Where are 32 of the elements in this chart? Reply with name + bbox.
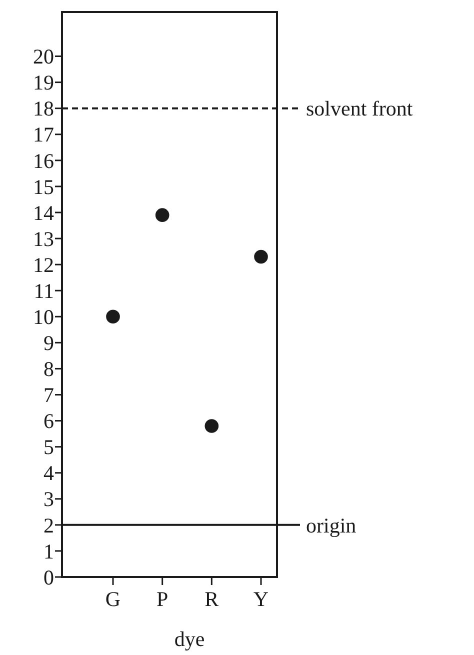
y-tick-label: 5 [44, 435, 54, 460]
y-tick-label: 19 [33, 70, 54, 95]
y-tick-label: 20 [33, 44, 54, 69]
y-tick-label: 2 [44, 513, 54, 538]
x-tick-label: G [105, 586, 121, 611]
y-tick-label: 1 [44, 539, 54, 564]
x-tick-label: Y [253, 586, 269, 611]
x-tick-label: P [156, 586, 168, 611]
y-tick-label: 17 [33, 122, 54, 147]
y-tick-label: 13 [33, 226, 54, 251]
point [106, 310, 120, 324]
point [155, 208, 170, 222]
y-tick-label: 6 [44, 409, 54, 434]
y-tick-label: 3 [44, 487, 54, 512]
y-tick-label: 14 [33, 200, 54, 225]
y-tick-label: 12 [33, 252, 54, 277]
y-tick-label: 18 [33, 96, 54, 121]
ref-line-label: solvent front [306, 96, 413, 121]
x-tick-label: R [204, 586, 219, 611]
y-tick-label: 0 [44, 565, 54, 590]
x-axis-title: dye [174, 627, 205, 651]
y-tick-label: 16 [33, 148, 54, 173]
y-tick-label: 11 [34, 278, 54, 303]
y-tick-label: 10 [33, 304, 54, 329]
y-tick-label: 15 [33, 174, 54, 199]
point [204, 419, 219, 433]
y-tick-label: 8 [44, 357, 54, 382]
ref-line-label: origin [306, 513, 357, 538]
y-tick-label: 9 [44, 331, 54, 356]
y-tick-label: 4 [44, 461, 54, 486]
y-tick-label: 7 [44, 383, 54, 408]
point [254, 250, 268, 264]
